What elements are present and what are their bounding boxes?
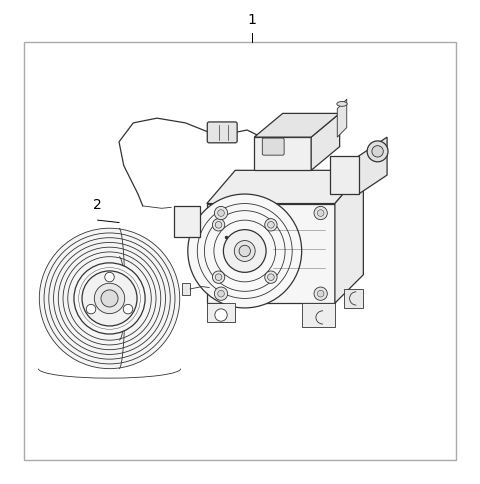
Circle shape [215,287,228,301]
Bar [181,284,190,295]
Circle shape [39,229,180,369]
Circle shape [314,207,327,220]
Circle shape [215,207,228,220]
Circle shape [265,219,277,231]
Polygon shape [344,289,363,308]
FancyBboxPatch shape [262,139,284,156]
Circle shape [86,305,96,314]
Circle shape [218,210,224,217]
Text: 1: 1 [247,13,256,27]
Bar [174,207,200,237]
Circle shape [267,274,274,281]
Circle shape [367,142,388,163]
Bar [24,43,456,460]
Circle shape [213,219,225,231]
Circle shape [215,274,222,281]
Polygon shape [254,138,311,171]
Circle shape [123,305,133,314]
Ellipse shape [337,102,347,107]
Polygon shape [207,303,235,322]
Circle shape [82,272,137,326]
Polygon shape [254,114,340,138]
Circle shape [267,222,274,228]
Circle shape [317,210,324,217]
Bar [330,157,359,195]
Polygon shape [337,100,347,138]
Circle shape [188,195,301,308]
Circle shape [372,146,384,158]
Polygon shape [311,114,340,171]
Polygon shape [301,303,335,327]
Circle shape [213,272,225,284]
Circle shape [105,273,114,282]
Circle shape [215,222,222,228]
Polygon shape [335,171,363,303]
Circle shape [314,287,327,301]
Circle shape [239,246,251,257]
Circle shape [317,291,324,297]
Circle shape [265,272,277,284]
Circle shape [223,230,266,273]
Polygon shape [359,138,387,195]
Text: 2: 2 [93,197,102,211]
Circle shape [218,291,224,297]
Circle shape [234,241,255,262]
Polygon shape [207,204,335,303]
Circle shape [95,284,125,314]
Circle shape [215,309,227,321]
Circle shape [101,290,118,307]
Circle shape [74,263,145,334]
Polygon shape [207,171,363,204]
FancyBboxPatch shape [207,122,237,144]
